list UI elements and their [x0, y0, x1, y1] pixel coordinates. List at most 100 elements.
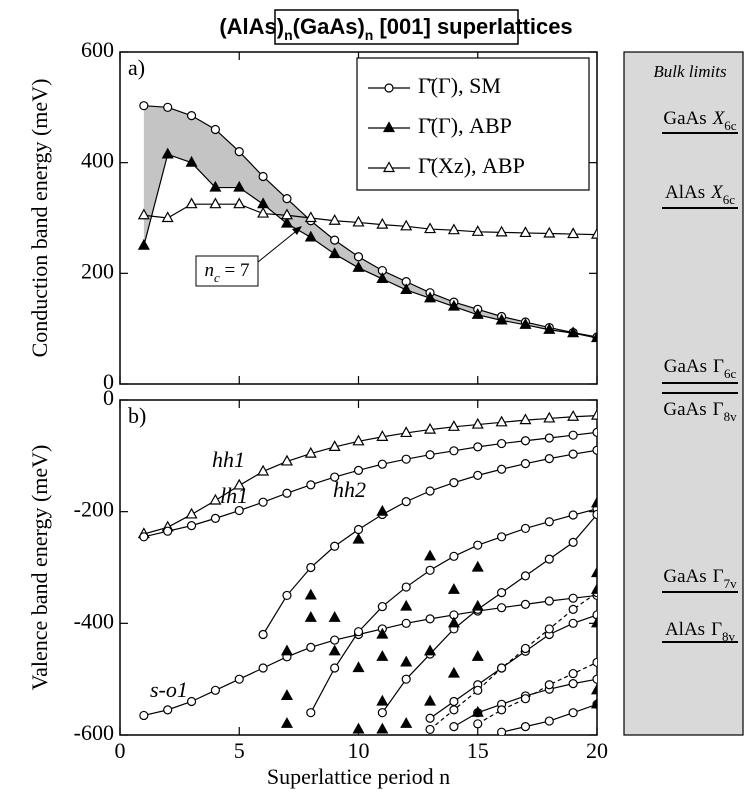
x-tick-label: 10	[348, 738, 370, 763]
marker	[400, 599, 413, 611]
marker	[447, 299, 460, 311]
marker	[282, 590, 292, 601]
marker	[306, 708, 316, 718]
marker	[163, 705, 173, 715]
marker	[376, 722, 389, 734]
marker	[376, 627, 389, 639]
marker	[449, 705, 459, 715]
marker	[257, 206, 270, 218]
shaded-area	[143, 105, 597, 339]
marker	[137, 208, 150, 220]
marker	[376, 694, 389, 706]
text-part: X	[712, 108, 726, 129]
marker	[401, 582, 411, 592]
marker	[328, 644, 341, 656]
series-line	[143, 203, 597, 236]
y-tick-label: 0	[103, 385, 114, 410]
marker	[590, 496, 597, 508]
marker	[186, 111, 197, 121]
marker	[257, 464, 270, 476]
marker	[568, 679, 578, 689]
marker	[353, 465, 364, 475]
text-part: Γ	[713, 356, 724, 377]
marker	[328, 440, 341, 451]
text-part: GaAs	[663, 108, 706, 129]
marker	[185, 155, 198, 167]
marker	[328, 611, 341, 622]
marker	[471, 225, 484, 236]
y-tick-label: -600	[74, 720, 114, 745]
curve-label: hh2	[333, 477, 366, 502]
text-part: X	[710, 182, 724, 203]
curve-label: s-o1	[150, 677, 188, 702]
annotation: nc = 7	[205, 260, 250, 285]
marker	[592, 427, 597, 437]
marker	[590, 408, 597, 420]
marker	[306, 562, 316, 573]
marker	[590, 331, 597, 343]
marker	[424, 222, 437, 234]
marker	[497, 438, 507, 449]
marker	[590, 697, 597, 709]
text-part: 7v	[724, 576, 738, 591]
marker	[400, 219, 413, 231]
marker	[520, 523, 531, 534]
x-tick-label: 5	[234, 738, 245, 763]
axes-frame	[119, 399, 598, 736]
marker	[353, 627, 364, 637]
y-tick-label: 600	[81, 37, 114, 62]
legend-label: Γ̄(Xz), ABP	[418, 153, 525, 178]
marker	[592, 445, 597, 455]
marker	[376, 272, 389, 283]
marker	[568, 708, 578, 718]
marker	[520, 459, 531, 469]
marker	[567, 410, 580, 421]
marker	[495, 225, 508, 237]
marker	[425, 724, 435, 735]
bulk-label: GaAs Γ8v	[663, 399, 737, 424]
marker	[520, 436, 531, 446]
marker	[425, 450, 435, 460]
marker	[376, 504, 389, 516]
marker	[384, 83, 394, 93]
annotation-box	[195, 255, 259, 287]
marker	[352, 661, 365, 673]
marker	[520, 643, 531, 654]
marker	[304, 211, 317, 223]
annotation-arrow	[257, 227, 301, 263]
series-line	[381, 514, 597, 714]
marker	[376, 430, 389, 441]
marker	[497, 588, 507, 598]
marker	[382, 161, 396, 173]
marker	[544, 433, 554, 443]
y-tick-label: 200	[81, 258, 114, 283]
series-line	[143, 415, 597, 535]
bulk-label: AlAs X6c	[665, 182, 735, 207]
marker	[473, 442, 483, 452]
marker	[497, 603, 507, 613]
marker	[544, 517, 554, 527]
marker	[234, 505, 244, 516]
marker	[330, 635, 340, 645]
marker	[401, 674, 411, 684]
marker	[304, 230, 317, 242]
marker	[210, 513, 220, 523]
marker	[520, 694, 531, 704]
text-part: n	[205, 260, 215, 281]
marker	[449, 696, 459, 707]
marker	[400, 283, 413, 295]
y-tick-label: 0	[103, 369, 114, 394]
marker	[258, 629, 268, 640]
marker	[209, 197, 222, 209]
text-part: 6c	[723, 192, 736, 207]
marker	[447, 616, 460, 628]
marker	[258, 497, 268, 507]
marker	[497, 532, 507, 542]
text-part: 8v	[722, 629, 736, 644]
marker	[185, 507, 198, 519]
bulk-label: GaAs X6c	[663, 108, 736, 133]
marker	[471, 705, 484, 717]
marker	[139, 101, 149, 111]
marker	[163, 526, 173, 536]
